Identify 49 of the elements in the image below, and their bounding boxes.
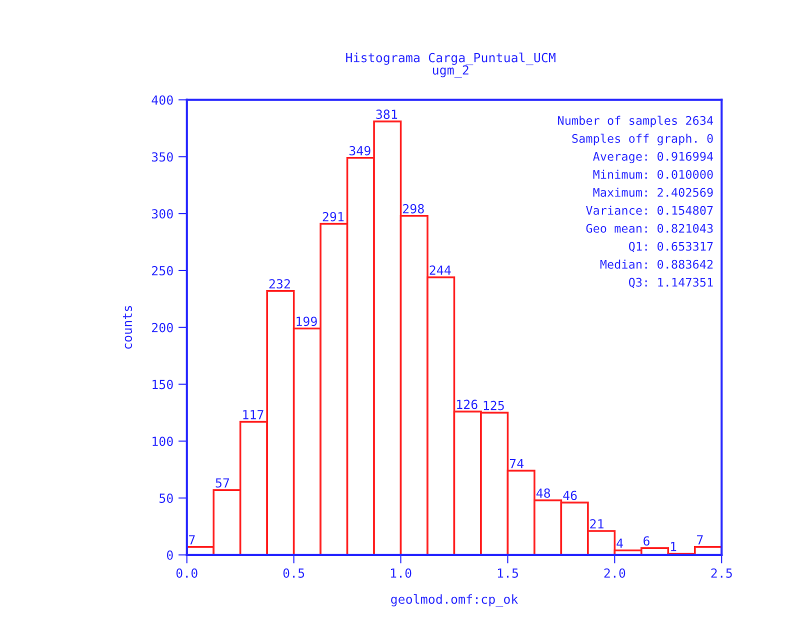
annotation: Samples off graph. 0 [572, 134, 713, 146]
y-tick-label: 100 [152, 436, 173, 446]
data-label: 6 [644, 536, 650, 546]
data-label: 291 [322, 212, 344, 222]
y-tick-label: 350 [152, 152, 173, 162]
x-tick-label: 2.0 [604, 568, 626, 578]
x-tick-label: 2.5 [711, 568, 732, 578]
data-label: 21 [590, 519, 604, 528]
data-label: 117 [243, 410, 264, 420]
chart-title: Histograma Carga_Puntual_UCM [346, 52, 556, 66]
annotation: Q3: 1.147351 [628, 278, 713, 288]
data-label: 232 [269, 279, 290, 289]
data-label: 125 [484, 400, 504, 410]
data-label: 298 [403, 204, 424, 214]
data-label: 349 [349, 146, 370, 156]
data-label: 46 [563, 490, 577, 500]
x-tick-label: 1.0 [390, 568, 412, 578]
y-tick-label: 400 [152, 95, 173, 105]
y-tick-label: 250 [152, 266, 173, 276]
y-tick-label: 200 [152, 322, 173, 332]
annotation: Geo mean: 0.821043 [586, 224, 713, 233]
data-label: 7 [189, 535, 195, 544]
y-tick-label: 0 [166, 550, 173, 560]
data-label: 74 [510, 458, 524, 468]
y-tick-label: 300 [152, 209, 173, 219]
annotation: Average: 0.916994 [592, 152, 714, 164]
data-label: 57 [216, 478, 230, 488]
annotation: Variance: 0.154807 [586, 206, 713, 215]
chart-subtitle: ugm_2 [432, 65, 468, 78]
data-label: 4 [616, 538, 623, 548]
y-tick-label: 50 [160, 494, 173, 503]
data-label: 7 [697, 535, 703, 544]
x-axis-title: geolmod.omf:cp_ok [391, 594, 518, 607]
annotation: Minimum: 0.010000 [593, 170, 713, 179]
data-label: 199 [296, 316, 317, 326]
data-label: 126 [457, 400, 478, 410]
x-tick-label: 0.0 [176, 568, 198, 578]
annotation: Median: 0.883642 [600, 260, 713, 269]
x-tick-label: 0.5 [283, 568, 304, 578]
annotation: Maximum: 2.402569 [593, 188, 713, 197]
y-axis-title: counts [123, 306, 132, 349]
annotation: Number of samples 2634 [558, 116, 714, 128]
x-tick-label: 1.5 [498, 568, 518, 578]
data-label: 381 [376, 110, 398, 120]
data-label: 48 [536, 488, 550, 498]
y-tick-label: 150 [152, 380, 173, 390]
data-label: 1 [670, 542, 676, 552]
annotation: Q1: 0.653317 [628, 242, 713, 252]
data-label: 244 [430, 265, 451, 275]
